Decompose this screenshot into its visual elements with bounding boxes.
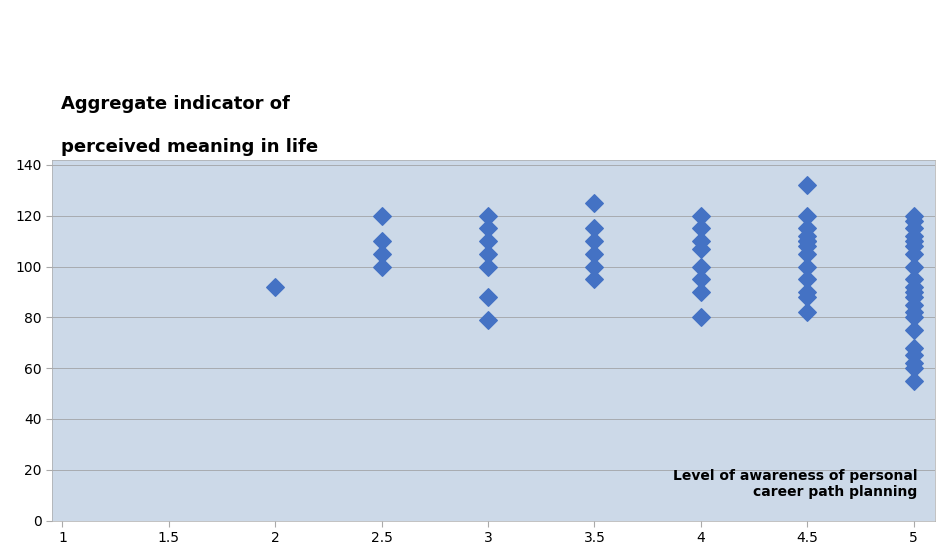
Point [694,211,709,220]
Point [906,287,922,296]
Point [587,224,602,233]
Point [694,244,709,253]
Point [481,211,496,220]
Point [906,313,922,322]
Point [268,282,283,291]
Point [800,181,815,190]
Point [906,292,922,301]
Text: Aggregate indicator of: Aggregate indicator of [61,95,290,113]
Point [800,275,815,284]
Point [481,262,496,271]
Point [906,376,922,385]
Point [906,351,922,360]
Point [906,237,922,246]
Point [481,315,496,324]
Point [906,282,922,291]
Point [587,237,602,246]
Point [800,262,815,271]
Point [481,237,496,246]
Text: Level of awareness of personal
career path planning: Level of awareness of personal career pa… [673,469,918,499]
Point [481,224,496,233]
Point [906,262,922,271]
Point [587,199,602,208]
Point [587,262,602,271]
Point [800,231,815,240]
Point [906,211,922,220]
Point [906,363,922,372]
Point [906,300,922,309]
Point [800,211,815,220]
Point [694,237,709,246]
Point [374,211,390,220]
Point [906,275,922,284]
Point [800,224,815,233]
Point [800,249,815,258]
Point [694,313,709,322]
Point [374,249,390,258]
Point [587,275,602,284]
Point [694,275,709,284]
Point [906,249,922,258]
Point [906,343,922,352]
Text: perceived meaning in life: perceived meaning in life [61,138,317,156]
Point [481,249,496,258]
Point [906,358,922,367]
Point [800,237,815,246]
Point [906,242,922,251]
Point [694,224,709,233]
Point [374,262,390,271]
Point [694,262,709,271]
Point [906,308,922,317]
Point [800,308,815,317]
Point [800,242,815,251]
Point [906,216,922,225]
Point [481,292,496,301]
Point [906,231,922,240]
Point [906,224,922,233]
Point [587,249,602,258]
Point [800,237,815,246]
Point [800,287,815,296]
Point [906,325,922,334]
Point [800,292,815,301]
Point [374,237,390,246]
Point [694,287,709,296]
